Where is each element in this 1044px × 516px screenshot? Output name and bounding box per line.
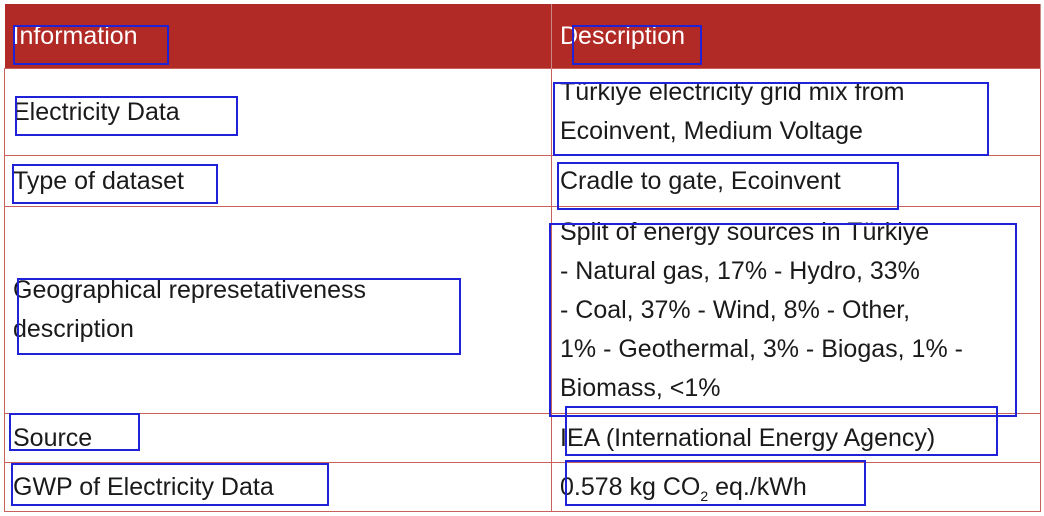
table-row: Electricity Data Türkiye electricity gri… [4,68,1041,156]
table-row: Source IEA (International Energy Agency) [4,413,1041,463]
table-row: Type of dataset Cradle to gate, Ecoinven… [4,155,1041,207]
data-table-container: Information Description Electricity Data… [4,4,1041,512]
info-cell: Electricity Data [4,68,552,156]
header-information: Information [4,4,552,69]
gwp-value-suffix: eq./kWh [708,472,807,501]
description-cell: IEA (International Energy Agency) [551,413,1041,463]
table-row: Geographical represetativeness descripti… [4,206,1041,414]
info-cell: Source [4,413,552,463]
info-table: Information Description Electricity Data… [4,4,1041,512]
info-cell: GWP of Electricity Data [4,462,552,512]
info-cell: Type of dataset [4,155,552,207]
description-cell: Cradle to gate, Ecoinvent [551,155,1041,207]
description-cell: 0.578 kg CO2 eq./kWh [551,462,1041,512]
description-cell: Türkiye electricity grid mix from Ecoinv… [551,68,1041,156]
description-cell: Split of energy sources in Türkiye - Nat… [551,206,1041,414]
co2-subscript: 2 [700,487,709,504]
table-row: GWP of Electricity Data 0.578 kg CO2 eq.… [4,462,1041,512]
gwp-value-prefix: 0.578 kg CO [560,472,701,501]
header-row: Information Description [4,4,1041,69]
info-cell: Geographical represetativeness descripti… [4,206,552,414]
header-description: Description [551,4,1041,69]
